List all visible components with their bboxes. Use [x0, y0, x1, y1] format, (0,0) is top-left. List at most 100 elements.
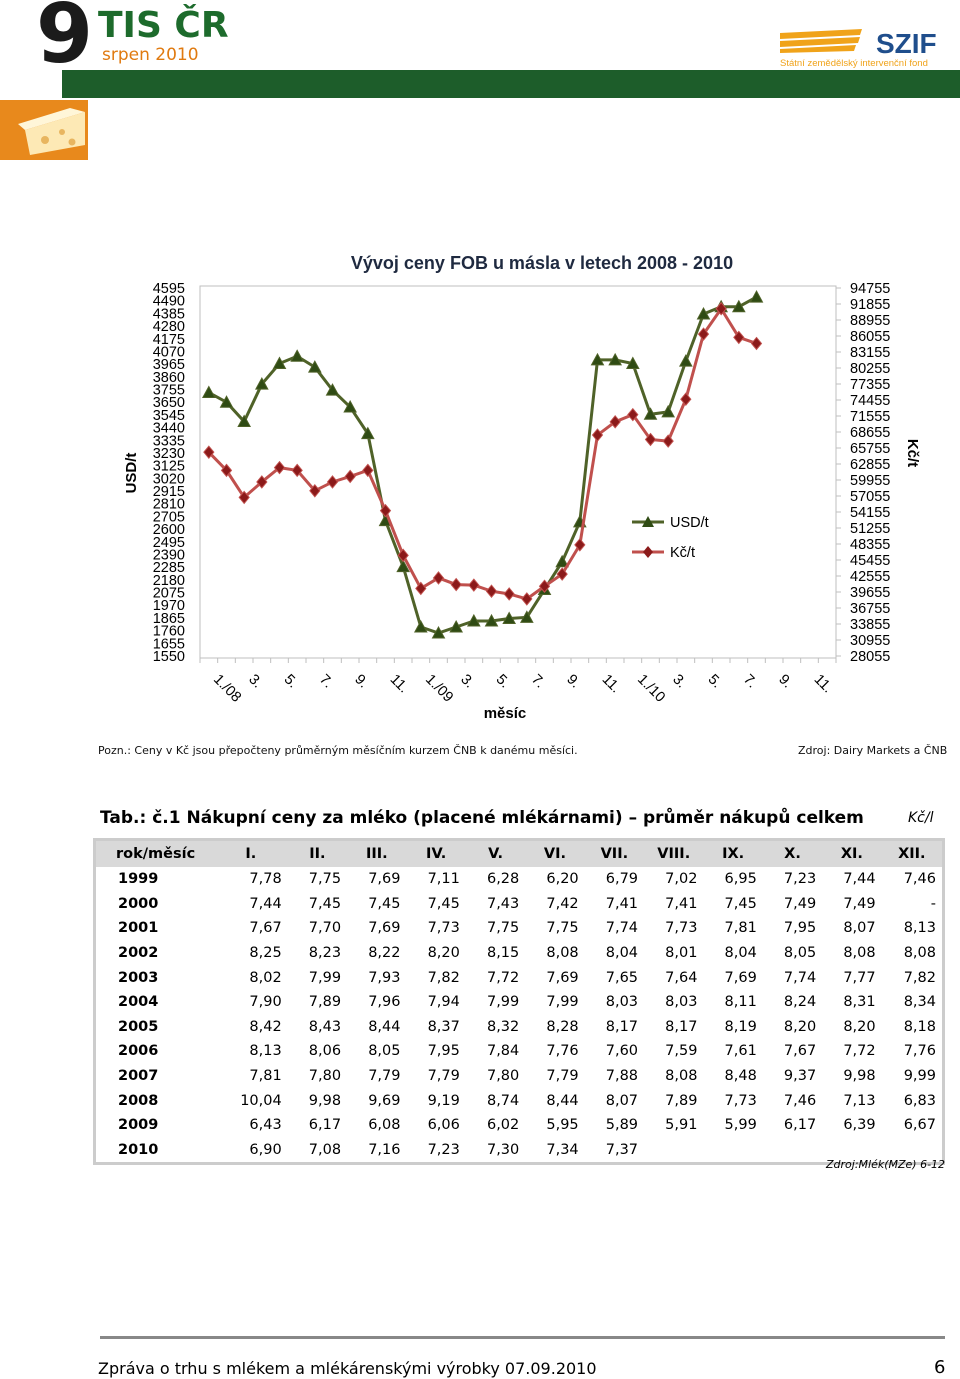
price-cell: 7,67: [249, 920, 282, 937]
price-cell: 7,69: [368, 871, 401, 888]
usd-point: [290, 349, 305, 362]
y-left-tick-label: 2285: [153, 560, 185, 576]
table-source: Zdroj:Mlék(MZe) 6-12: [826, 1158, 946, 1171]
y-left-tick-label: 2915: [153, 484, 185, 500]
usd-point: [590, 352, 605, 366]
y-right-tick-label: 42555: [850, 569, 890, 585]
czk-point: [379, 503, 392, 518]
price-cell: -: [930, 895, 936, 912]
price-cell: 8,11: [724, 994, 757, 1011]
czk-point: [733, 330, 745, 345]
y-left-tick-label: 4595: [153, 281, 185, 297]
table-row: 2001 7,67 7,70 7,69 7,73 7,75 7,75 7,74 7,73 7,81…: [95, 916, 944, 941]
price-cell: 7,41: [605, 895, 639, 912]
price-cell: 7,45: [724, 895, 757, 912]
x-tick-label: 1./09: [422, 672, 456, 706]
price-cell: 8,20: [783, 1018, 817, 1035]
y-left-axis-label: USD/t: [123, 453, 140, 494]
price-cell: 6,39: [843, 1117, 876, 1134]
price-cell: 8,19: [724, 1018, 757, 1035]
price-cell: 8,07: [605, 1092, 639, 1109]
czk-point: [662, 434, 674, 448]
usd-point: [272, 356, 287, 370]
price-cell: 8,24: [783, 994, 817, 1011]
price-cell: 7,08: [308, 1141, 342, 1158]
price-cell: 9,98: [843, 1068, 876, 1085]
price-cell: 7,42: [546, 895, 579, 912]
price-cell: 7,96: [368, 994, 401, 1011]
x-tick-label: 3.: [457, 672, 477, 692]
table-row: 2000 7,44 7,45 7,45 7,45 7,43 7,42 7,41 7,41 7,45…: [95, 892, 944, 917]
y-right-tick-label: 33855: [850, 617, 890, 633]
column-header: XI.: [822, 839, 882, 867]
price-cell: 7,02: [665, 871, 698, 888]
price-cell: 7,30: [486, 1141, 520, 1158]
price-cell: 7,45: [308, 895, 342, 912]
y-left-tick-label: 3545: [153, 408, 185, 424]
y-left-tick-label: 3335: [153, 433, 185, 449]
price-cell: 7,89: [308, 994, 342, 1011]
price-cell: 7,82: [427, 969, 460, 986]
cheese-icon: [0, 100, 88, 160]
price-cell: 7,81: [724, 920, 757, 937]
usd-point: [254, 377, 269, 390]
y-right-tick-label: 80255: [850, 361, 890, 377]
usd-point: [325, 383, 340, 396]
header-bar: [62, 70, 960, 98]
price-cell: 6,67: [903, 1117, 936, 1134]
table-title: Tab.: č.1 Nákupní ceny za mléko (placené…: [100, 808, 864, 828]
price-cell: 8,17: [605, 1018, 639, 1035]
price-cell: 8,04: [724, 945, 757, 962]
column-header: IV.: [406, 839, 466, 867]
czk-point: [309, 484, 321, 498]
czk-point: [715, 301, 727, 316]
y-left-tick-label: 1865: [153, 611, 185, 627]
price-cell: 7,72: [843, 1043, 876, 1060]
x-tick-label: 7.: [740, 672, 760, 692]
price-cell: 6,08: [368, 1117, 401, 1134]
price-cell: 7,49: [843, 895, 876, 912]
price-cell: 8,20: [427, 945, 460, 962]
table-row: 2006 8,13 8,06 8,05 7,95 7,84 7,76 7,60 7,59 7,61…: [95, 1039, 944, 1064]
table-row: 2010 6,90 7,08 7,16 7,23 7,30 7,34 7,37: [95, 1138, 944, 1164]
czk-point: [220, 463, 233, 478]
czk-point: [344, 469, 356, 484]
usd-point: [661, 404, 676, 418]
price-cell: 7,75: [546, 920, 579, 937]
price-cell: 8,08: [665, 1068, 698, 1085]
price-cell: 7,34: [546, 1141, 579, 1158]
price-cell: 9,99: [903, 1068, 936, 1085]
czk-point: [362, 463, 374, 478]
column-header: VIII.: [644, 839, 704, 867]
price-cell: 8,18: [903, 1018, 936, 1035]
czk-point: [256, 475, 268, 489]
y-left-tick-label: 2180: [153, 573, 185, 589]
column-header: rok/měsíc: [94, 839, 214, 867]
year-cell: 2001: [118, 920, 159, 937]
y-left-tick-label: 1760: [153, 624, 185, 640]
usd-point: [396, 559, 411, 573]
price-cell: 6,02: [486, 1117, 520, 1134]
czk-point: [326, 475, 339, 489]
price-cell: 8,44: [368, 1018, 401, 1035]
price-cell: 7,23: [427, 1141, 460, 1158]
price-cell: 7,75: [486, 920, 520, 937]
usd-point: [519, 610, 534, 623]
price-cell: [763, 1138, 822, 1164]
usd-point: [696, 306, 711, 320]
x-tick-label: 3.: [669, 672, 689, 692]
price-cell: 7,84: [486, 1043, 520, 1060]
price-cell: 8,28: [546, 1018, 579, 1035]
price-cell: 7,70: [308, 920, 342, 937]
price-cell: 7,73: [665, 920, 698, 937]
usd-point: [608, 352, 623, 366]
usd-point: [201, 385, 216, 399]
y-left-tick-label: 3755: [153, 383, 185, 399]
price-cell: 7,67: [783, 1043, 817, 1060]
y-left-tick-label: 2810: [153, 497, 185, 513]
usd-point: [749, 290, 764, 303]
y-left-tick-label: 3650: [153, 395, 185, 411]
price-cell: 7,76: [903, 1043, 936, 1060]
column-header: II.: [287, 839, 348, 867]
y-right-tick-label: 91855: [850, 297, 890, 313]
